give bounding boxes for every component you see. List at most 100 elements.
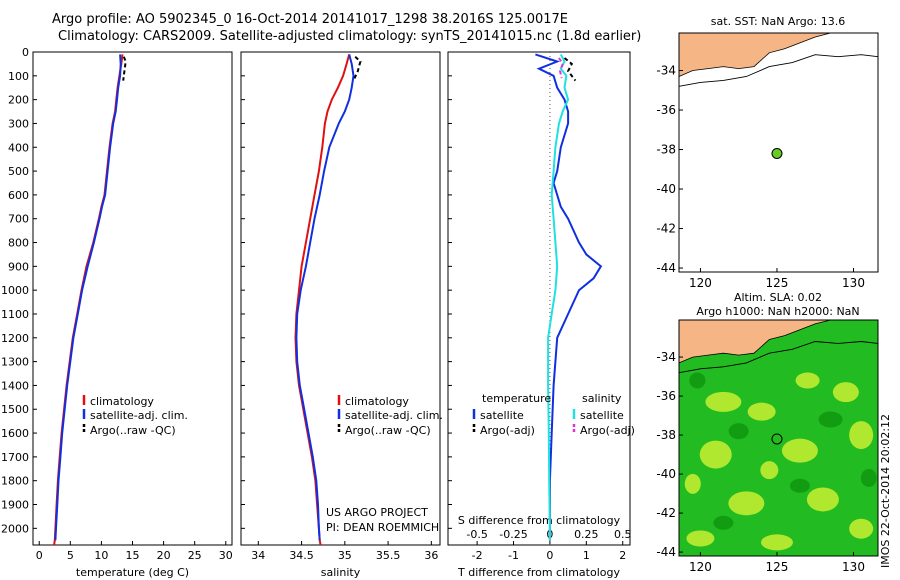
sst-map-ytick-label: -40 xyxy=(656,182,676,196)
sal-legend-argo-label: Argo(..raw -QC) xyxy=(345,424,431,437)
temperature-panel-ytick-label: 1900 xyxy=(1,499,29,512)
annotation-pi: PI: DEAN ROEMMICH xyxy=(326,521,439,534)
sla-map-group xyxy=(678,319,879,557)
difference-panel-xtick-label: -2 xyxy=(472,549,483,562)
temperature-panel-ytick-label: 1800 xyxy=(1,475,29,488)
temperature-panel-ytick-label: 500 xyxy=(8,165,29,178)
sst-map-xtick-label: 130 xyxy=(842,276,865,290)
sla-map-ytick-label: -44 xyxy=(656,545,676,559)
sla-map-frame xyxy=(678,319,879,557)
sla-anomaly-patch xyxy=(806,487,839,512)
temp-legend-satellite-label: satellite-adj. clim. xyxy=(90,409,188,422)
sla-map-ytick-label: -34 xyxy=(656,350,676,364)
temperature-panel-ytick-label: 400 xyxy=(8,141,29,154)
sla-map-xtick-label: 125 xyxy=(766,560,789,574)
temperature-panel-ytick-label: 1600 xyxy=(1,427,29,440)
sal-legend-climatology-label: climatology xyxy=(345,395,409,408)
sal-satellite-line xyxy=(295,54,355,541)
sla-map-ytick-label: -42 xyxy=(656,506,676,520)
annotation-project: US ARGO PROJECT xyxy=(326,506,428,519)
sla-low-patch xyxy=(860,468,877,487)
sla-low-patch xyxy=(713,515,734,530)
temperature-panel-ytick-label: 1200 xyxy=(1,332,29,345)
temperature-panel-xtick-label: 30 xyxy=(219,549,233,562)
sla-anomaly-patch xyxy=(699,440,732,469)
sla-anomaly-patch xyxy=(795,372,820,389)
salinity-panel-xtick-label: 34.5 xyxy=(289,549,314,562)
diff-legend-salinity-title: salinity xyxy=(582,392,622,405)
temperature-panel-ytick-label: 1500 xyxy=(1,403,29,416)
temperature-panel-xtick-label: 0 xyxy=(36,549,43,562)
sla-map-ytick-label: -36 xyxy=(656,389,676,403)
temperature-panel-ytick-label: 2000 xyxy=(1,522,29,535)
sst-map-group xyxy=(678,32,879,273)
temperature-panel-ytick-label: 300 xyxy=(8,117,29,130)
sst-map-ytick-label: -42 xyxy=(656,222,676,236)
temperature-panel-xtick-label: 20 xyxy=(157,549,171,562)
sla-anomaly-patch xyxy=(686,530,715,547)
sla-map-xtick-label: 120 xyxy=(689,560,712,574)
temperature-panel-ytick-label: 1000 xyxy=(1,284,29,297)
figure-title-line-1: Argo profile: AO 5902345_0 16-Oct-2014 2… xyxy=(52,12,569,27)
sst-map-title: sat. SST: NaN Argo: 13.6 xyxy=(710,15,846,28)
salinity-panel-xtick-label: 35 xyxy=(338,549,352,562)
temperature-panel-ytick-label: 700 xyxy=(8,213,29,226)
temperature-panel-frame xyxy=(32,51,233,546)
temp-legend-argo-label: Argo(..raw -QC) xyxy=(90,424,176,437)
diff-legend-sal-argo-label: Argo(-adj) xyxy=(580,424,635,437)
temp-argo-line xyxy=(122,56,127,81)
sla-anomaly-patch xyxy=(684,473,701,494)
diff-s-xlabel: S difference from climatology xyxy=(458,514,621,527)
temperature-panel-ytick-label: 1400 xyxy=(1,379,29,392)
difference-panel-xtick-label: 1 xyxy=(583,549,590,562)
sal-legend-satellite-label: satellite-adj. clim. xyxy=(345,409,443,422)
sst-map-frame xyxy=(678,32,879,273)
salinity-panel-xtick-label: 36 xyxy=(424,549,438,562)
difference-panel-frame xyxy=(447,51,631,546)
sla-anomaly-patch xyxy=(747,402,776,421)
sla-map-contour xyxy=(678,341,879,374)
diff-sal-argo-line xyxy=(558,57,564,79)
sla-anomaly-patch xyxy=(832,382,859,403)
temperature-panel-ytick-label: 1300 xyxy=(1,356,29,369)
salinity-panel-xlabel: salinity xyxy=(321,566,361,579)
temperature-panel-xtick-label: 10 xyxy=(94,549,108,562)
sst-map-xtick-label: 120 xyxy=(689,276,712,290)
diff-legend-sal-satellite-label: satellite xyxy=(580,409,624,422)
sla-map-ytick-label: -40 xyxy=(656,467,676,481)
sla-anomaly-patch xyxy=(705,391,742,412)
salinity-panel-frame xyxy=(240,51,441,546)
diff-temp-satellite-line xyxy=(535,53,603,541)
salinity-panel-xtick-label: 35.5 xyxy=(376,549,401,562)
sst-map-xtick-label: 125 xyxy=(766,276,789,290)
temperature-panel-ytick-label: 600 xyxy=(8,189,29,202)
diff-legend-temp-satellite-label: satellite xyxy=(480,409,524,422)
sla-anomaly-patch xyxy=(760,534,793,551)
sla-map-background xyxy=(679,320,878,556)
sla-map-xtick-label: 130 xyxy=(842,560,865,574)
temperature-panel-ytick-label: 800 xyxy=(8,237,29,250)
sla-low-patch xyxy=(818,411,843,428)
temperature-panel-ytick-label: 200 xyxy=(8,94,29,107)
diff-s-tick-label: 0.25 xyxy=(574,528,599,541)
diff-s-tick-label: 0.5 xyxy=(614,528,632,541)
temperature-panel-xtick-label: 5 xyxy=(67,549,74,562)
sst-map-contour xyxy=(678,54,879,87)
temperature-panel-xlabel: temperature (deg C) xyxy=(76,566,189,579)
difference-panel-xtick-label: 2 xyxy=(619,549,626,562)
sla-map-title-1: Altim. SLA: 0.02 xyxy=(733,291,823,304)
temp-legend-climatology-label: climatology xyxy=(90,395,154,408)
difference-panel-xtick-label: -1 xyxy=(508,549,519,562)
sst-map-profile-marker xyxy=(771,147,783,159)
diff-legend-temperature-title: temperature xyxy=(482,392,551,405)
sla-anomaly-patch xyxy=(728,491,765,516)
sla-anomaly-patch xyxy=(849,421,874,450)
sla-low-patch xyxy=(728,423,749,440)
difference-panel-xtick-label: 0 xyxy=(546,549,553,562)
sla-low-patch xyxy=(689,372,706,389)
sst-map-ytick-label: -38 xyxy=(656,143,676,157)
sal-argo-line xyxy=(352,56,362,82)
sla-map-title-2: Argo h1000: NaN h2000: NaN xyxy=(696,305,860,318)
sst-map-ytick-label: -44 xyxy=(656,261,676,275)
